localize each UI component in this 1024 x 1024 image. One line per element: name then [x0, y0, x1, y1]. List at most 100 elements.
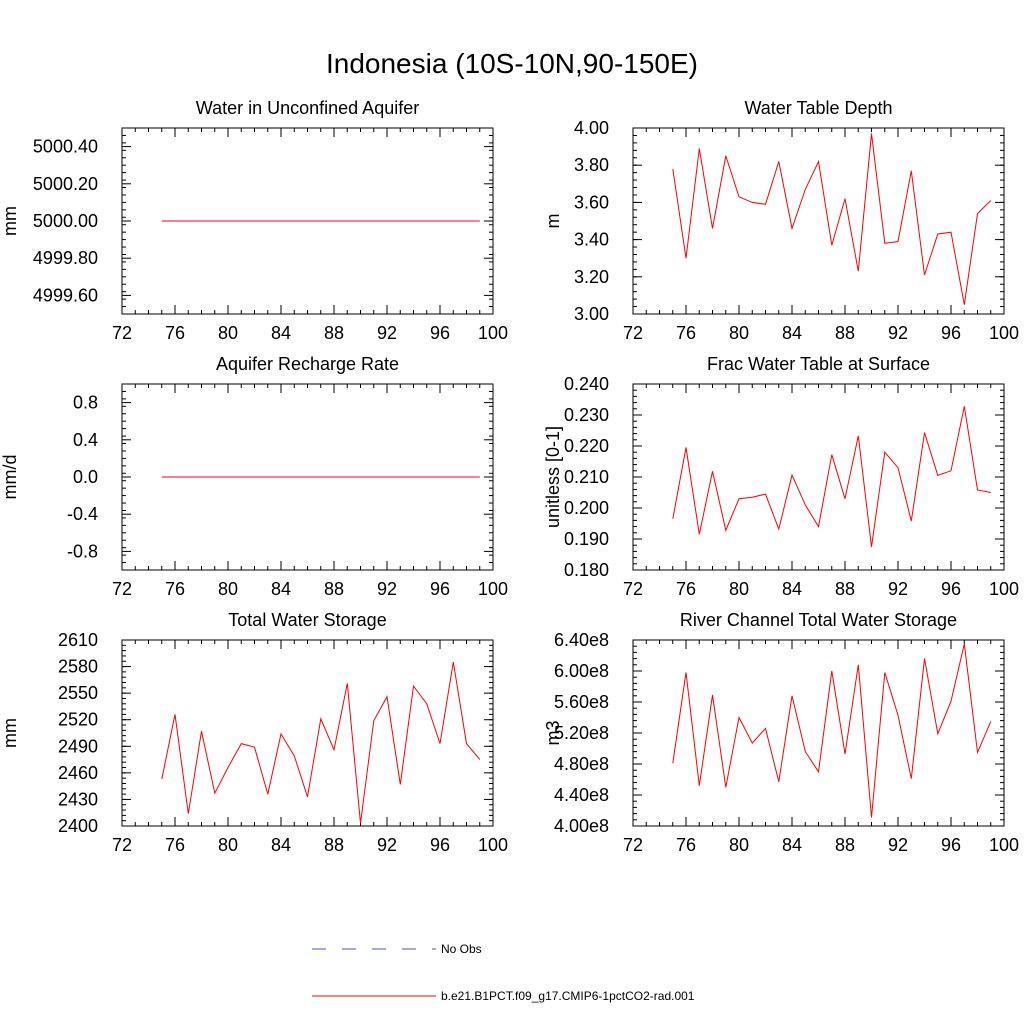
x-tick-label: 84 — [782, 835, 802, 855]
chart-panel-3: Aquifer Recharge Rate mm/d 72 76 80 84 88 92 96 1… — [0, 354, 508, 599]
legend: No Obs b.e21.B1PCT.f09_g17.CMIP6-1pctCO2… — [312, 942, 695, 1003]
x-tick-label: 72 — [112, 579, 132, 599]
x-tick-label: 92 — [377, 835, 397, 855]
x-tick-label: 84 — [782, 323, 802, 343]
x-tick-label: 96 — [941, 835, 961, 855]
y-tick-label: 3.80 — [574, 155, 609, 175]
y-tick-label: 4.00e8 — [554, 816, 609, 836]
panel-title: Water in Unconfined Aquifer — [196, 98, 419, 118]
y-tick-label: 2520 — [58, 710, 98, 730]
x-tick-label: 100 — [989, 835, 1019, 855]
y-tick-label: 0.190 — [564, 529, 609, 549]
x-tick-label: 80 — [729, 579, 749, 599]
x-tick-label: 76 — [165, 323, 185, 343]
panel-title: River Channel Total Water Storage — [680, 610, 957, 630]
x-tick-label: 100 — [989, 579, 1019, 599]
x-tick-label: 72 — [623, 835, 643, 855]
series-line-1 — [672, 133, 992, 305]
y-tick-label: 2550 — [58, 683, 98, 703]
y-tick-label: 2610 — [58, 630, 98, 650]
series-line-1 — [672, 406, 991, 547]
x-tick-label: 80 — [218, 835, 238, 855]
series-line-1 — [672, 643, 992, 818]
x-tick-label: 88 — [324, 579, 344, 599]
y-tick-label: 0.220 — [564, 436, 609, 456]
y-tick-label: 5000.20 — [33, 174, 98, 194]
plot-frame — [632, 639, 1005, 827]
plot-frame — [632, 127, 1005, 315]
y-axis-label: m3 — [543, 720, 563, 745]
panel-title: Frac Water Table at Surface — [707, 354, 930, 374]
x-tick-label: 100 — [989, 323, 1019, 343]
y-axis-label: unitless [0-1] — [543, 426, 563, 528]
legend-label-model: b.e21.B1PCT.f09_g17.CMIP6-1pctCO2-rad.00… — [441, 989, 695, 1003]
x-tick-label: 96 — [430, 323, 450, 343]
y-tick-label: 0.180 — [564, 560, 609, 580]
x-tick-label: 80 — [729, 323, 749, 343]
y-tick-label: 0.240 — [564, 374, 609, 394]
y-tick-label: -0.8 — [67, 541, 98, 561]
x-tick-label: 80 — [729, 835, 749, 855]
x-tick-label: 80 — [218, 323, 238, 343]
x-tick-label: 76 — [676, 835, 696, 855]
x-tick-label: 96 — [430, 579, 450, 599]
figure-title: Indonesia (10S-10N,90-150E) — [325, 48, 698, 79]
x-tick-label: 96 — [941, 323, 961, 343]
y-tick-label: -0.4 — [67, 504, 98, 524]
y-tick-label: 5000.40 — [33, 137, 98, 157]
plot-frame — [632, 383, 1005, 571]
series-line-1 — [161, 662, 481, 824]
y-axis-label: m — [543, 214, 563, 229]
x-tick-label: 88 — [835, 579, 855, 599]
x-tick-label: 92 — [888, 835, 908, 855]
y-axis-label: mm — [0, 206, 20, 236]
y-tick-label: 0.210 — [564, 467, 609, 487]
chart-panels: Water in Unconfined Aquifer mm 72 76 80 84 88 9… — [0, 98, 1019, 855]
y-tick-label: 0.4 — [73, 430, 98, 450]
y-tick-label: 5.20e8 — [554, 723, 609, 743]
y-tick-label: 4.40e8 — [554, 785, 609, 805]
x-tick-label: 72 — [112, 323, 132, 343]
x-tick-label: 80 — [218, 579, 238, 599]
y-tick-label: 3.40 — [574, 230, 609, 250]
x-tick-label: 84 — [271, 579, 291, 599]
x-tick-label: 88 — [835, 323, 855, 343]
x-tick-label: 84 — [271, 835, 291, 855]
y-tick-label: 4999.80 — [33, 248, 98, 268]
y-tick-label: 0.8 — [73, 393, 98, 413]
y-tick-label: 4.00 — [574, 118, 609, 138]
x-tick-label: 100 — [478, 835, 508, 855]
y-tick-label: 3.60 — [574, 192, 609, 212]
y-tick-label: 2460 — [58, 763, 98, 783]
x-tick-label: 100 — [478, 323, 508, 343]
chart-panel-2: Water Table Depth m 72 76 80 84 88 92 96 100 3.00 3… — [543, 98, 1019, 343]
y-tick-label: 2430 — [58, 789, 98, 809]
y-tick-label: 6.40e8 — [554, 630, 609, 650]
panel-title: Total Water Storage — [228, 610, 386, 630]
y-tick-label: 0.230 — [564, 405, 609, 425]
y-tick-label: 3.20 — [574, 267, 609, 287]
chart-panel-6: River Channel Total Water Storage m3 72 76 8… — [543, 610, 1019, 855]
x-tick-label: 88 — [324, 323, 344, 343]
panel-title: Aquifer Recharge Rate — [216, 354, 399, 374]
y-tick-label: 2400 — [58, 816, 98, 836]
chart-panel-1: Water in Unconfined Aquifer mm 72 76 80 84 88 9… — [0, 98, 508, 343]
x-tick-label: 84 — [782, 579, 802, 599]
x-tick-label: 92 — [377, 323, 397, 343]
y-tick-label: 0.200 — [564, 498, 609, 518]
x-tick-label: 92 — [377, 579, 397, 599]
x-tick-label: 76 — [165, 835, 185, 855]
x-tick-label: 72 — [112, 835, 132, 855]
y-tick-label: 5000.00 — [33, 211, 98, 231]
x-tick-label: 88 — [835, 835, 855, 855]
y-tick-label: 3.00 — [574, 304, 609, 324]
x-tick-label: 92 — [888, 323, 908, 343]
x-tick-label: 100 — [478, 579, 508, 599]
x-tick-label: 72 — [623, 579, 643, 599]
y-tick-label: 5.60e8 — [554, 692, 609, 712]
y-tick-label: 6.00e8 — [554, 661, 609, 681]
y-tick-label: 0.0 — [73, 467, 98, 487]
x-tick-label: 72 — [623, 323, 643, 343]
x-tick-label: 76 — [676, 323, 696, 343]
